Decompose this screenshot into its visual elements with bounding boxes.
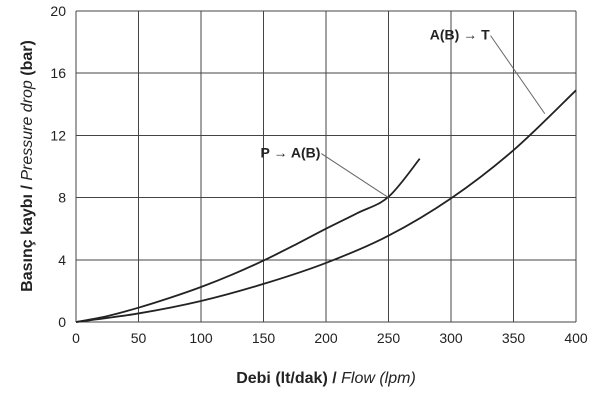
x-tick-label: 300: [439, 330, 463, 346]
annotation-leader-line: [321, 153, 389, 199]
y-tick-label: 20: [50, 3, 66, 19]
x-axis-title: Debi (lt/dak) / Flow (lpm): [236, 370, 416, 387]
x-tick-label: 400: [564, 330, 588, 346]
series-line-1: [75, 89, 577, 323]
grid: [75, 10, 577, 323]
x-tick-label: 250: [377, 330, 401, 346]
annotation-label: P → A(B): [261, 145, 321, 161]
y-tick-label: 16: [50, 65, 66, 81]
tick-labels: 0 50 100 150 200 250 300 350 400 0 4 8 12 16 20: [50, 3, 587, 346]
y-tick-label: 4: [58, 252, 66, 268]
x-tick-label: 50: [131, 330, 147, 346]
x-tick-label: 100: [189, 330, 213, 346]
series-line-0: [75, 158, 421, 323]
y-axis-title: Basınç kaybı / Pressure drop (bar): [19, 40, 36, 292]
annotation-leader-line: [490, 35, 546, 114]
x-tick-label: 200: [314, 330, 338, 346]
y-tick-label: 12: [50, 127, 66, 143]
y-tick-label: 0: [58, 314, 66, 330]
annotation-label: A(B) → T: [430, 27, 490, 43]
x-tick-label: 150: [252, 330, 276, 346]
series-lines: [75, 89, 577, 323]
annotations: P → A(B) A(B) → T: [261, 27, 546, 199]
x-tick-label: 350: [502, 330, 526, 346]
x-tick-label: 0: [72, 330, 80, 346]
y-tick-label: 8: [58, 190, 66, 206]
